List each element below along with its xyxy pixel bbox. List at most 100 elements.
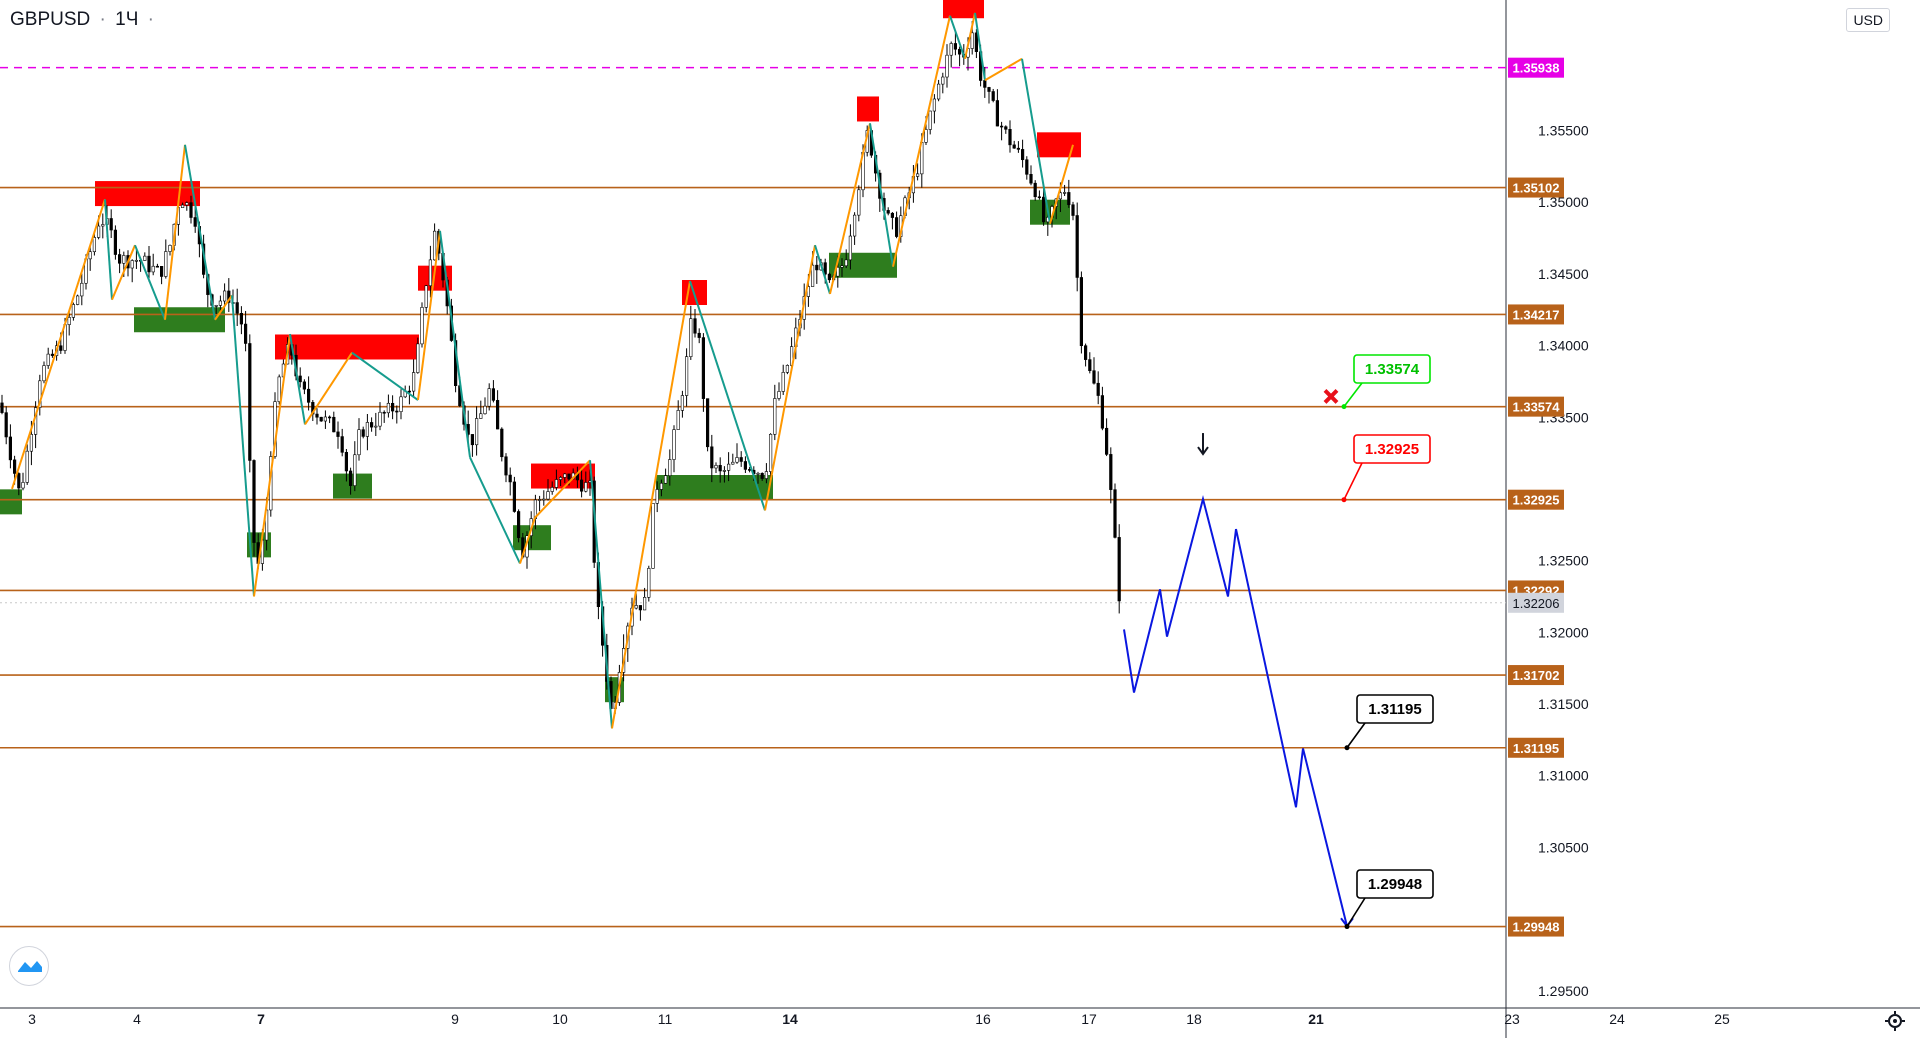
tradingview-logo-icon[interactable] <box>9 946 49 986</box>
candle-body <box>491 388 496 401</box>
candle-body <box>710 446 714 469</box>
level-price-label: 1.31195 <box>1513 741 1559 756</box>
candle-body <box>550 487 554 492</box>
candle-body <box>395 410 399 413</box>
candle-body <box>768 433 773 472</box>
currency-button[interactable]: USD <box>1846 8 1890 32</box>
candle-body <box>13 459 17 474</box>
candle-body <box>999 125 1004 128</box>
gear-icon[interactable] <box>1884 1010 1906 1032</box>
candle-body <box>67 317 71 325</box>
symbol-name: GBPUSD <box>10 9 91 30</box>
callout-anchor <box>1344 745 1350 751</box>
wave-segment <box>892 15 951 267</box>
level-price-tag <box>1508 177 1564 198</box>
candle-body <box>432 230 437 261</box>
y-tick-label: 1.35500 <box>1538 122 1589 138</box>
candle-body <box>815 264 819 271</box>
candle-body <box>844 259 848 267</box>
candle-body <box>663 475 668 484</box>
wave-segment <box>974 12 986 81</box>
wave-segment <box>964 12 976 60</box>
wave-segment <box>134 244 166 321</box>
candle-body <box>936 83 941 100</box>
wave-segment <box>164 144 186 320</box>
candle-body <box>365 422 370 437</box>
candle-body <box>168 244 172 252</box>
candle-body <box>945 54 949 78</box>
candle-body <box>130 260 134 269</box>
candle-body <box>857 189 861 216</box>
wave-segment <box>231 295 255 597</box>
candle-body <box>840 265 844 268</box>
candle-body <box>1016 147 1020 150</box>
candle-body <box>890 212 894 218</box>
candle-body <box>239 312 244 325</box>
y-tick-label: 1.34000 <box>1538 338 1589 354</box>
x-tick-label: 9 <box>451 1011 459 1027</box>
wave-segment <box>439 230 471 458</box>
candle-body <box>42 365 46 382</box>
y-tick-label: 1.35000 <box>1538 194 1589 210</box>
candle-body <box>382 411 386 414</box>
candle-body <box>974 32 978 52</box>
callout-anchor <box>1341 497 1347 503</box>
last-price-label: 1.32206 <box>1513 596 1560 611</box>
level-price-label: 1.29948 <box>1513 920 1560 935</box>
candle-body <box>647 568 651 598</box>
wave-segment <box>1021 58 1051 224</box>
candle-body <box>420 307 424 345</box>
demand-zone <box>333 473 372 499</box>
candle-body <box>777 391 781 399</box>
candle-body <box>500 428 504 458</box>
y-tick-label: 1.32500 <box>1538 553 1589 569</box>
candle-body <box>369 422 374 428</box>
candle-body <box>101 224 105 227</box>
candle-body <box>348 470 353 486</box>
supply-zone <box>943 0 984 19</box>
callout-leader <box>1343 462 1363 501</box>
candle-body <box>248 343 252 461</box>
candle-body <box>953 43 957 50</box>
candle-body <box>1020 149 1025 161</box>
wave-segment <box>469 456 521 564</box>
candle-body <box>302 381 307 390</box>
candle-body <box>781 372 785 392</box>
candle-body <box>932 98 936 112</box>
candle-body <box>164 251 168 277</box>
candle-body <box>483 405 487 415</box>
wave-segment <box>417 230 441 401</box>
candle-body <box>684 356 689 396</box>
candle-body <box>1063 192 1067 194</box>
x-tick-label: 14 <box>782 1011 798 1027</box>
symbol-title[interactable]: GBPUSD · 1Ч · <box>10 9 158 31</box>
candle-body <box>542 498 546 501</box>
candle-body <box>558 477 563 480</box>
y-tick-label: 1.31000 <box>1538 768 1589 784</box>
candle-body <box>747 469 752 471</box>
wave-segment <box>104 199 113 300</box>
candle-body <box>760 473 764 479</box>
candle-body <box>584 482 588 492</box>
demand-zone <box>0 489 22 515</box>
candle-body <box>344 452 349 472</box>
wave-segment <box>984 57 1023 82</box>
candle-body <box>109 218 113 231</box>
interval-label[interactable]: 1Ч <box>115 9 139 30</box>
candle-body <box>924 129 928 143</box>
candle-body <box>689 318 693 357</box>
wave-segment <box>253 333 291 597</box>
candle-body <box>327 416 332 419</box>
candle-body <box>672 429 676 460</box>
last-price-tag <box>1508 592 1564 613</box>
candle-body <box>244 323 248 344</box>
candle-body <box>693 318 697 334</box>
level-price-tag <box>1508 489 1564 510</box>
candle-body <box>1109 454 1113 490</box>
candle-body <box>739 457 743 462</box>
candle-body <box>17 473 21 489</box>
level-price-tag <box>1508 304 1564 325</box>
candle-body <box>995 100 999 127</box>
level-price-label: 1.31702 <box>1513 668 1560 683</box>
